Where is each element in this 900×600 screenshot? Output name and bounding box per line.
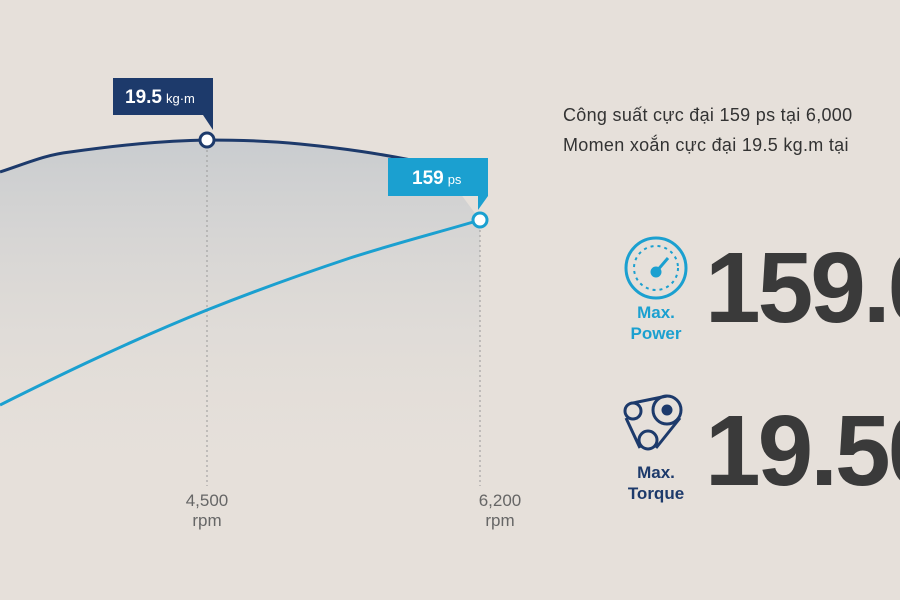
stat-label: Max. <box>637 303 675 322</box>
x-label: 6,200 <box>479 491 522 510</box>
x-unit: rpm <box>485 511 514 530</box>
power-callout-text: 159 ps <box>412 168 462 189</box>
x-label: 4,500 <box>186 491 229 510</box>
stat-value: 19.50 <box>705 395 900 507</box>
callout-unit: ps <box>448 172 462 187</box>
chart-area <box>0 140 480 500</box>
torque-callout-text: 19.5 kg·m <box>125 87 195 108</box>
torque-peak <box>198 131 216 149</box>
callout-value: 19.5 <box>125 87 162 108</box>
stat-label: Torque <box>628 484 684 503</box>
power-icon <box>624 236 688 300</box>
power-callout <box>388 158 488 210</box>
torque-icon <box>623 394 683 451</box>
x-unit: rpm <box>192 511 221 530</box>
torque-callout <box>113 78 213 130</box>
callout-value: 159 <box>412 168 444 189</box>
power-curve <box>0 218 481 407</box>
description-line: Công suất cực đại 159 ps tại 6,000 <box>563 105 852 125</box>
description-line: Momen xoắn cực đại 19.5 kg.m tại <box>563 134 849 155</box>
stat-label: Max. <box>637 463 675 482</box>
stat-label: Power <box>630 324 681 343</box>
stat-value: 159.0 <box>705 232 900 344</box>
callout-unit: kg·m <box>166 91 195 106</box>
power-peak <box>471 211 489 229</box>
